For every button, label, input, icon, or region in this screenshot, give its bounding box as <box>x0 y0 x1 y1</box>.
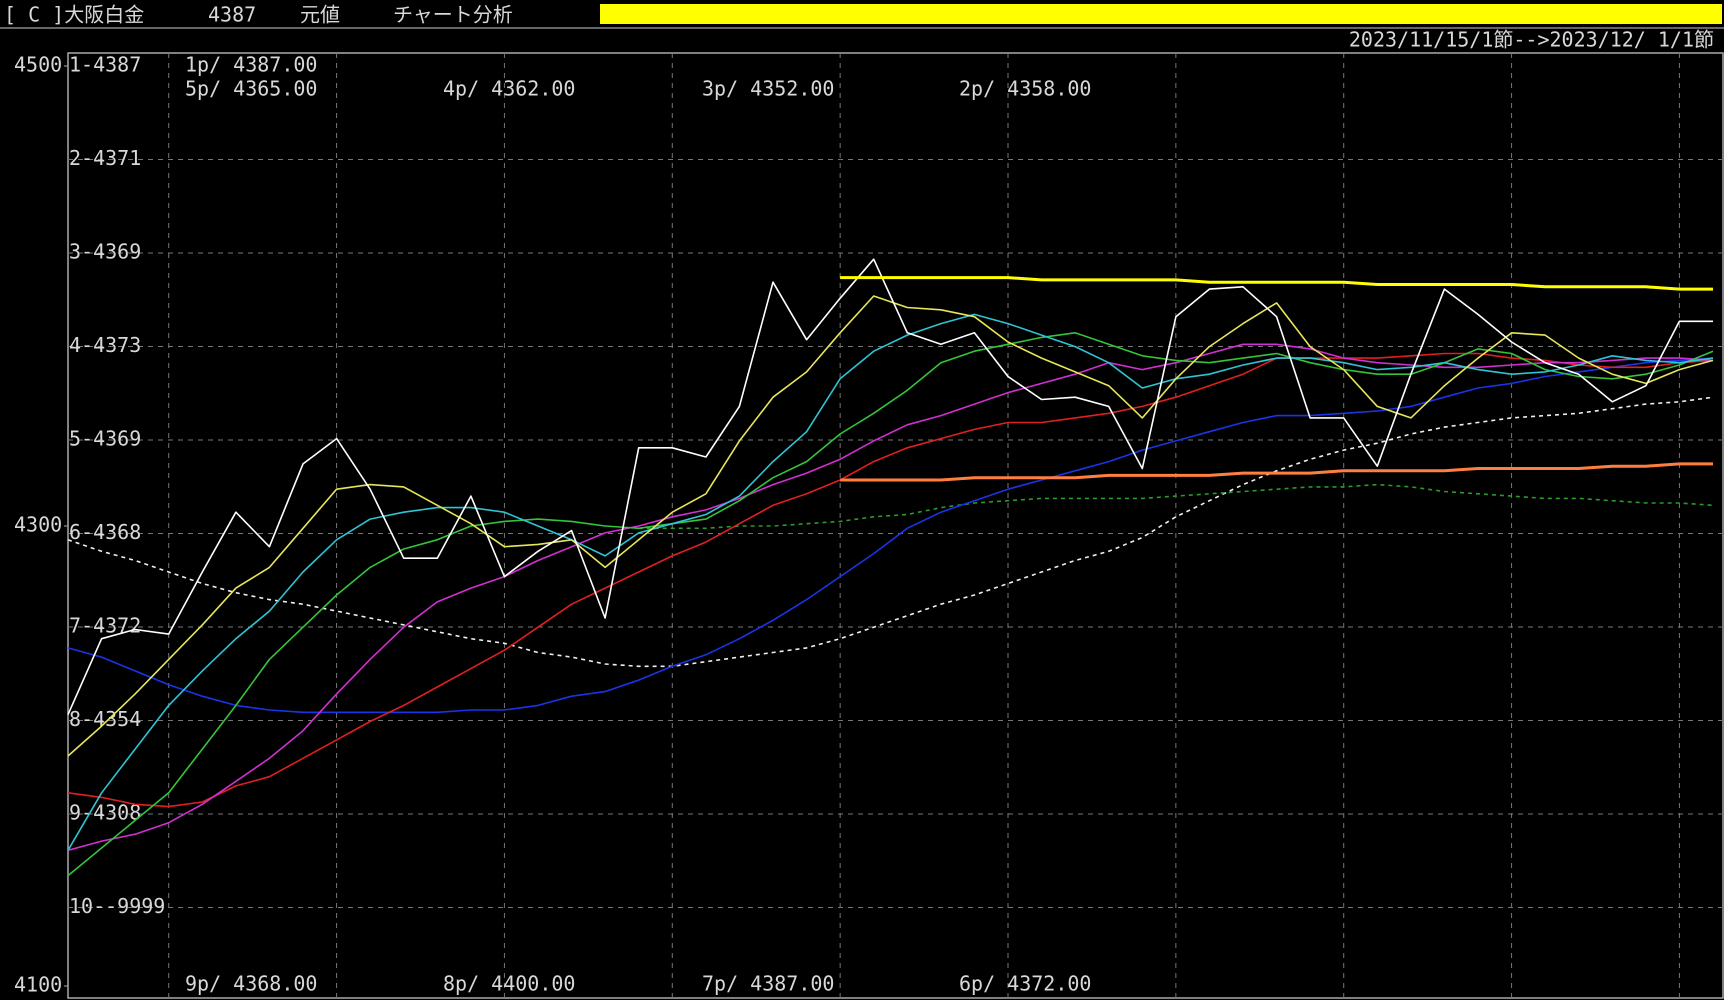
trend-line <box>840 462 1713 482</box>
series-line <box>67 357 1714 714</box>
y-tick-label: 4500 <box>14 53 62 77</box>
menu: チャート分析 <box>393 3 513 27</box>
y-tick-label: 4100 <box>14 973 62 997</box>
series-line <box>67 258 1713 715</box>
price: 4387 <box>208 3 256 27</box>
panel-label: 8-4354 <box>69 707 141 731</box>
price-label: 5p/ 4365.00 <box>185 77 317 101</box>
series-line <box>67 313 1714 851</box>
price-label: 3p/ 4352.00 <box>702 77 834 101</box>
panel-label: 5-4369 <box>69 427 141 451</box>
price-label: 2p/ 4358.00 <box>959 77 1091 101</box>
trend-line <box>840 276 1713 291</box>
panel-label: 4-4373 <box>69 333 141 357</box>
plot: 4100 4300 4500 1-4387 2-4371 3-4369 4-4373 5-43… <box>14 53 1724 998</box>
series-line <box>638 483 1714 530</box>
status-bar <box>600 4 1722 24</box>
panel-label: 9-4308 <box>69 801 141 825</box>
price-label: 6p/ 4372.00 <box>959 972 1091 996</box>
panel-label: 10--9999 <box>69 894 165 918</box>
panel-label: 6-4368 <box>69 520 141 544</box>
series-line <box>67 352 1714 808</box>
price-label: 9p/ 4368.00 <box>185 972 317 996</box>
period: 2023/11/15/1節-->2023/12/ 1/1節 <box>1349 28 1714 52</box>
price-label: 8p/ 4400.00 <box>443 972 575 996</box>
panel-label: 3-4369 <box>69 240 141 264</box>
panel-label: 7-4372 <box>69 614 141 638</box>
series-line <box>67 396 1714 668</box>
mode: 元値 <box>300 3 340 27</box>
series-line <box>67 295 1714 757</box>
price-label: 4p/ 4362.00 <box>443 77 575 101</box>
panel-label: 1-4387 <box>69 53 141 77</box>
y-tick-label: 4300 <box>14 513 62 537</box>
symbol: [ C ]大阪白金 <box>4 3 144 27</box>
price-label: 1p/ 4387.00 <box>185 53 317 77</box>
price-label: 7p/ 4387.00 <box>702 972 834 996</box>
panel-label: 2-4371 <box>69 146 141 170</box>
series-line <box>67 343 1714 852</box>
series-line <box>67 332 1714 877</box>
